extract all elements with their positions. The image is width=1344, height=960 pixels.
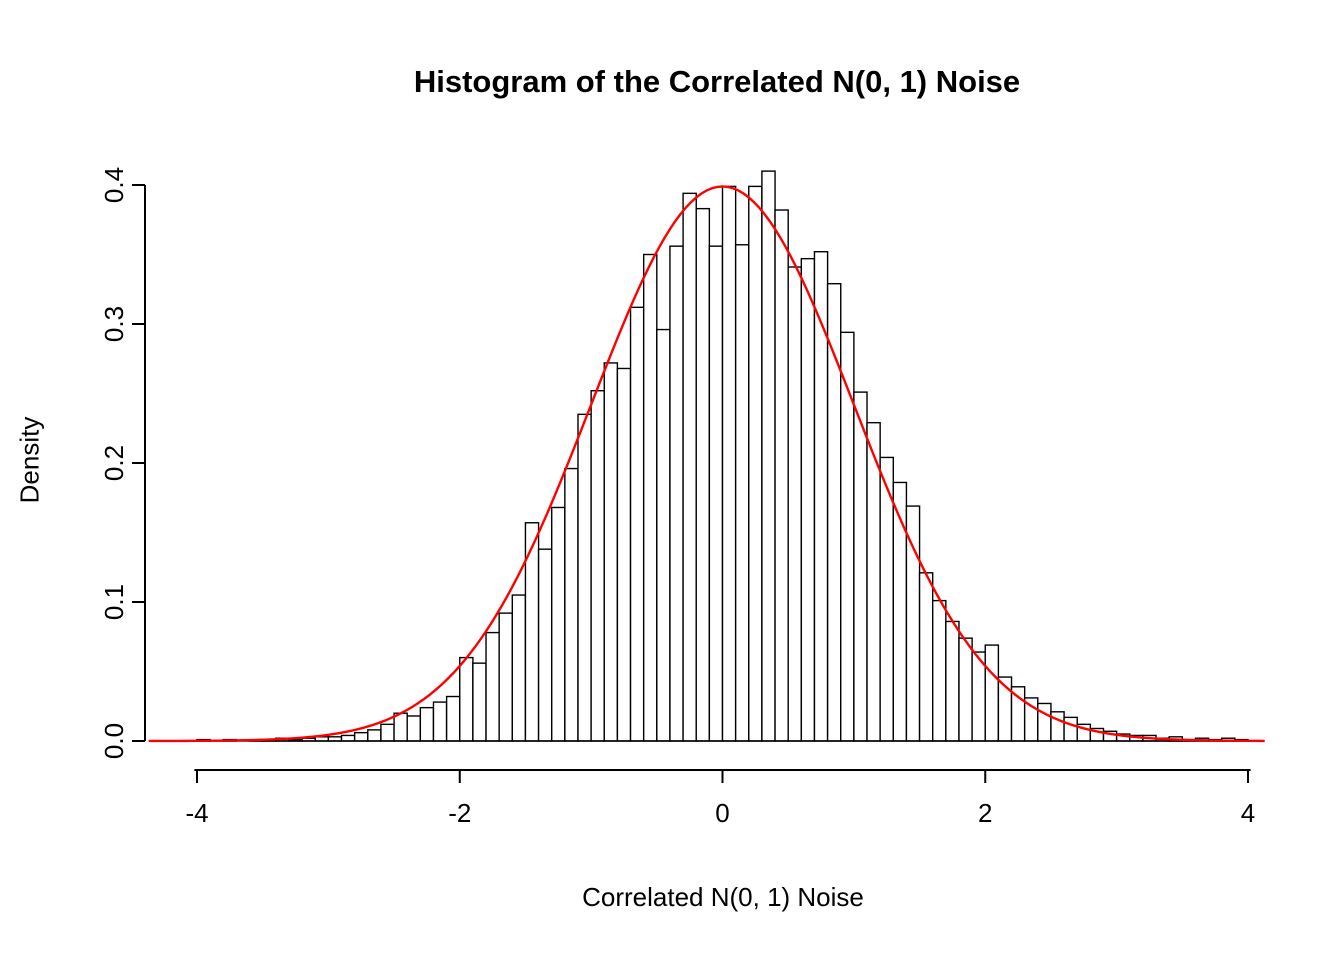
histogram-bar: [472, 662, 487, 742]
histogram-bar: [419, 706, 435, 742]
histogram-bar: [945, 620, 960, 742]
histogram-bar: [1063, 716, 1078, 742]
histogram-bar: [577, 413, 592, 742]
histogram-bar: [682, 192, 697, 742]
y-tick-label: 0.2: [99, 445, 129, 481]
normal-density-curve: [148, 185, 1265, 743]
histogram-bar: [642, 253, 658, 742]
histogram-bar: [708, 245, 724, 742]
histogram-bar: [393, 712, 408, 742]
histogram-bar: [748, 185, 763, 742]
histogram-bar: [590, 390, 605, 742]
y-tick-label: 0.4: [99, 167, 129, 203]
histogram-bar: [445, 695, 461, 742]
histogram-bar: [984, 644, 1000, 742]
histogram-bar: [603, 362, 619, 742]
histogram-bar: [761, 170, 776, 742]
histogram-bar: [800, 257, 816, 742]
histogram-bar: [1010, 686, 1026, 742]
histogram-bar: [787, 266, 803, 742]
y-tick-label: 0.0: [99, 723, 129, 759]
histogram-bar: [485, 631, 500, 742]
histogram-bar: [564, 467, 579, 742]
histogram-bar: [511, 594, 527, 742]
x-tick-label: -2: [448, 798, 471, 828]
histogram-bar: [353, 731, 369, 742]
histogram-bar: [918, 572, 934, 742]
histogram-bar: [406, 715, 422, 742]
x-axis-label: Correlated N(0, 1) Noise: [582, 882, 864, 912]
histogram-bar: [695, 207, 711, 742]
histogram-bar: [958, 637, 973, 742]
histogram-bar: [616, 367, 632, 742]
histogram-bar: [380, 723, 395, 742]
histogram-bar: [721, 185, 737, 742]
histogram-bar: [734, 244, 750, 742]
histogram-bar: [932, 599, 947, 742]
histogram-bar: [340, 734, 356, 742]
histogram-bar: [656, 328, 671, 742]
x-axis: -4 -2 0 2 4: [185, 769, 1255, 828]
histogram-bar: [551, 506, 566, 742]
histogram-bar: [905, 505, 921, 742]
histogram-bar: [498, 612, 514, 742]
histogram-bar: [459, 656, 474, 742]
x-tick-label: 4: [1241, 798, 1255, 828]
y-tick-label: 0.3: [99, 306, 129, 342]
chart-title: Histogram of the Correlated N(0, 1) Nois…: [413, 64, 1021, 99]
y-axis: 0.0 0.1 0.2 0.3 0.4: [99, 167, 146, 759]
histogram-bar: [840, 331, 855, 742]
histogram-bar: [432, 701, 448, 742]
histogram-bar: [853, 391, 868, 742]
histogram-bar: [367, 729, 382, 742]
x-tick-label: 0: [715, 798, 729, 828]
histogram-bar: [774, 209, 789, 742]
histogram-bar: [892, 481, 908, 742]
histogram-bar: [1037, 702, 1052, 742]
x-tick-label: 2: [978, 798, 992, 828]
histogram-bar: [866, 421, 881, 742]
y-tick-label: 0.1: [99, 584, 129, 620]
histogram-bar: [537, 548, 553, 742]
histogram-bar: [629, 306, 645, 742]
x-tick-label: -4: [185, 798, 208, 828]
histogram-bars: [196, 170, 1249, 742]
histogram-bar: [1050, 711, 1065, 742]
histogram-bar: [669, 245, 684, 742]
